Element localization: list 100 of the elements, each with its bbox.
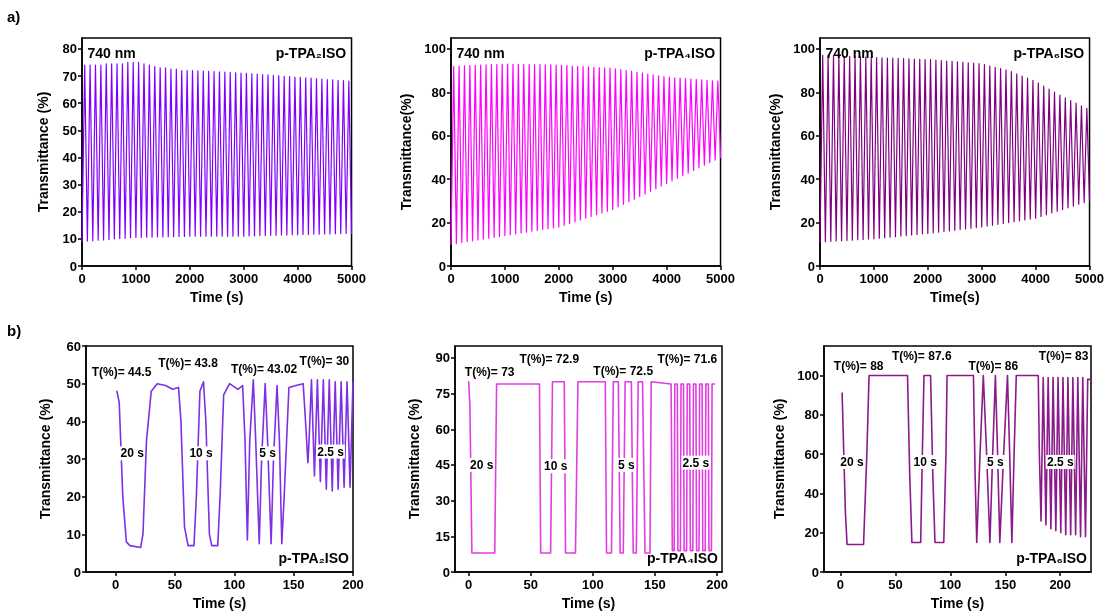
chart-title: a) bbox=[7, 8, 21, 25]
x-tick-label: 200 bbox=[342, 577, 364, 592]
x-tick-label: 150 bbox=[282, 577, 305, 592]
y-tick-label: 80 bbox=[431, 84, 446, 100]
annotation: T(%)= 83 bbox=[1038, 348, 1089, 363]
annotation: T(%)= 72.9 bbox=[519, 351, 580, 366]
y-tick-label: 40 bbox=[431, 171, 446, 187]
y-tick-label: 60 bbox=[431, 128, 446, 144]
x-axis-title: Time (s) bbox=[190, 288, 244, 305]
y-axis-title: Transmittance (%) bbox=[37, 398, 53, 520]
annotation: T(%)= 44.5 bbox=[91, 365, 152, 380]
y-tick-label: 80 bbox=[62, 41, 77, 57]
y-tick-label: 0 bbox=[438, 258, 446, 274]
y-tick-label: 100 bbox=[424, 41, 446, 57]
y-tick-label: 40 bbox=[804, 485, 819, 501]
annotation: 10 s bbox=[913, 454, 938, 469]
annotation: p-TPA₄ISO bbox=[647, 550, 719, 567]
x-tick-label: 2000 bbox=[913, 271, 943, 286]
x-tick-label: 3000 bbox=[598, 271, 628, 286]
chart-title: b) bbox=[7, 322, 22, 339]
y-axis-title: Transmittance (%) bbox=[406, 398, 422, 520]
annotation: p-TPA₆ISO bbox=[1016, 550, 1088, 567]
annotation: T(%)= 88 bbox=[833, 358, 884, 373]
y-tick-label: 60 bbox=[66, 338, 81, 354]
x-axis-title: Time (s) bbox=[192, 594, 247, 611]
annotation: p-TPA₂ISO bbox=[278, 550, 350, 567]
y-tick-label: 0 bbox=[442, 564, 450, 580]
x-axis-title: Time(s) bbox=[930, 288, 980, 305]
y-axis-title: Transmittance (%) bbox=[35, 91, 51, 213]
y-axis-title: Transmittance(%) bbox=[767, 93, 784, 211]
annotation: T(%)= 87.6 bbox=[891, 348, 952, 363]
annotation: 20 s bbox=[120, 446, 145, 461]
y-tick-label: 45 bbox=[435, 457, 450, 473]
annotation: p-TPA₆ISO bbox=[1013, 44, 1085, 61]
y-tick-label: 15 bbox=[435, 528, 450, 544]
x-tick-label: 5000 bbox=[337, 271, 366, 286]
annotation: 5 s bbox=[618, 457, 636, 472]
y-tick-label: 100 bbox=[793, 41, 815, 57]
line-series bbox=[467, 380, 716, 554]
y-tick-label: 50 bbox=[62, 122, 77, 138]
annotation: T(%)= 43.02 bbox=[230, 361, 298, 376]
annotation: T(%)= 73 bbox=[464, 365, 515, 380]
annotation: 5 s bbox=[987, 454, 1005, 469]
x-axis-title: Time (s) bbox=[559, 288, 613, 305]
x-axis-title: Time (s) bbox=[561, 594, 616, 611]
line-series bbox=[81, 61, 353, 243]
annotation: 10 s bbox=[189, 446, 214, 461]
annotation: T(%)= 30 bbox=[299, 354, 350, 369]
annotation: T(%)= 43.8 bbox=[158, 355, 219, 370]
annotation: 20 s bbox=[840, 454, 865, 469]
y-tick-label: 30 bbox=[435, 493, 450, 509]
line-series bbox=[841, 374, 1091, 546]
y-tick-label: 60 bbox=[804, 446, 819, 462]
x-tick-label: 150 bbox=[994, 577, 1017, 592]
y-axis-title: Transmittance (%) bbox=[771, 398, 788, 520]
x-tick-label: 4000 bbox=[283, 271, 313, 286]
y-tick-label: 75 bbox=[435, 386, 450, 402]
x-tick-label: 200 bbox=[1049, 577, 1072, 592]
y-tick-label: 30 bbox=[62, 177, 77, 193]
x-tick-label: 3000 bbox=[229, 271, 259, 286]
x-tick-label: 100 bbox=[939, 577, 962, 592]
y-tick-label: 100 bbox=[797, 367, 819, 383]
annotation: 740 nm bbox=[456, 44, 505, 61]
x-tick-label: 0 bbox=[836, 577, 845, 592]
y-axis-title: Transmittance(%) bbox=[398, 93, 415, 211]
x-tick-label: 2000 bbox=[544, 271, 574, 286]
x-tick-label: 0 bbox=[112, 577, 120, 592]
y-tick-label: 80 bbox=[804, 407, 819, 423]
x-tick-label: 100 bbox=[223, 577, 246, 592]
x-tick-label: 50 bbox=[888, 577, 903, 592]
y-tick-label: 30 bbox=[66, 451, 81, 467]
y-tick-label: 60 bbox=[800, 128, 815, 144]
x-tick-label: 5000 bbox=[706, 271, 735, 286]
x-tick-label: 50 bbox=[167, 577, 183, 592]
annotation: T(%)= 72.5 bbox=[593, 364, 654, 379]
y-tick-label: 10 bbox=[66, 526, 81, 542]
y-tick-label: 60 bbox=[62, 95, 77, 111]
y-tick-label: 40 bbox=[62, 149, 77, 165]
x-tick-label: 3000 bbox=[967, 271, 997, 286]
y-tick-label: 20 bbox=[800, 215, 815, 231]
x-tick-label: 4000 bbox=[652, 271, 682, 286]
y-tick-label: 0 bbox=[811, 564, 819, 580]
annotation: T(%)= 71.6 bbox=[657, 351, 718, 366]
y-tick-label: 60 bbox=[435, 421, 450, 437]
y-tick-label: 20 bbox=[62, 204, 77, 220]
x-tick-label: 100 bbox=[581, 577, 604, 592]
annotation: 2.5 s bbox=[682, 455, 710, 470]
line-series bbox=[116, 379, 354, 549]
y-tick-label: 0 bbox=[69, 258, 77, 274]
y-tick-label: 80 bbox=[800, 84, 815, 100]
annotation: 740 nm bbox=[87, 44, 136, 61]
x-tick-label: 200 bbox=[706, 577, 728, 592]
x-tick-label: 50 bbox=[523, 577, 538, 592]
annotation: p-TPA₂ISO bbox=[275, 44, 347, 61]
annotation: p-TPA₄ISO bbox=[644, 44, 716, 61]
annotation: 740 nm bbox=[825, 44, 874, 61]
x-axis-title: Time (s) bbox=[930, 594, 985, 611]
x-tick-label: 150 bbox=[644, 577, 666, 592]
x-tick-label: 0 bbox=[465, 577, 473, 592]
annotation: 2.5 s bbox=[317, 444, 345, 459]
